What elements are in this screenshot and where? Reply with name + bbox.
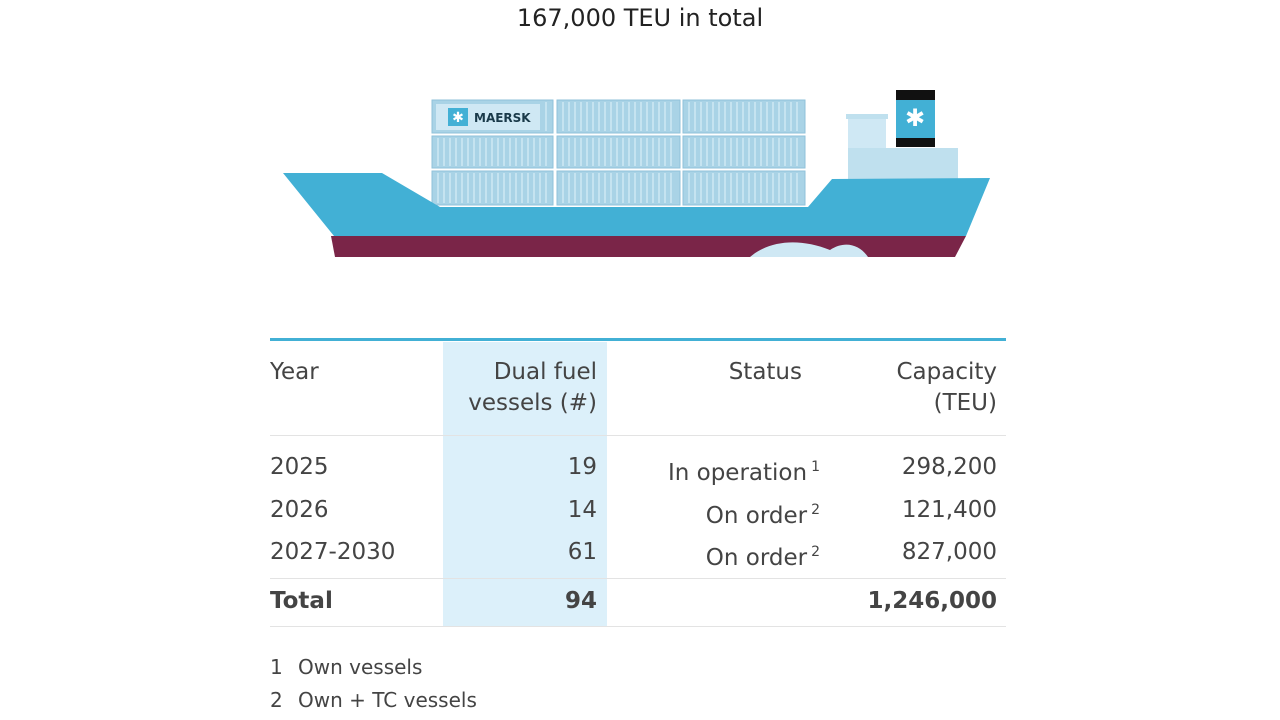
column-header: Status (728, 359, 802, 385)
status-text: On order (705, 502, 808, 529)
logo: MAERSK (474, 111, 531, 125)
footnote-ref: 2 (811, 544, 820, 560)
total-capacity: 1,246,000 (867, 588, 998, 614)
status-text: On order (705, 545, 808, 571)
svg-text:✱: ✱ (905, 104, 925, 132)
table-cell: 121,400 (901, 496, 997, 523)
title: 167,000 TEU in total (516, 4, 764, 32)
table-cell: 14 (567, 496, 597, 523)
table-cell: 2026 (270, 496, 329, 523)
table-cell: 61 (567, 539, 597, 565)
footnote-text: Own + TC vessels (298, 688, 477, 712)
status-cell: On order 2 (706, 495, 820, 532)
rule (270, 435, 1006, 436)
status-text: In operation (667, 460, 808, 486)
column-header: Year (270, 359, 319, 385)
svg-text:✱: ✱ (452, 110, 464, 126)
status-cell: On order 2 (706, 537, 820, 574)
total-label: Total (270, 588, 333, 614)
table-cell: 19 (567, 454, 597, 480)
top-rule (270, 338, 1006, 341)
total-vessels: 94 (564, 588, 597, 614)
ship-illustration: ✱ MAERSK ✱ (283, 90, 990, 257)
column-header: Dual fuel (493, 359, 597, 385)
footnote-number: 1 (270, 655, 283, 679)
column-header: vessels (#) (468, 390, 597, 416)
footnote-ref: 2 (811, 501, 820, 518)
rule (270, 626, 1006, 627)
column-header: (TEU) (933, 390, 997, 416)
status-cell: In operation 1 (668, 452, 820, 489)
table-cell: 2027-2030 (270, 539, 396, 565)
table-cell: 2025 (270, 454, 329, 480)
table-cell: 298,200 (901, 454, 997, 480)
table-cell: 827,000 (901, 539, 997, 565)
footnote-text: Own vessels (298, 655, 423, 679)
column-header: Capacity (896, 359, 997, 385)
rule (270, 578, 1006, 579)
footnote-ref: 1 (811, 459, 820, 475)
footnote-number: 2 (270, 688, 283, 712)
